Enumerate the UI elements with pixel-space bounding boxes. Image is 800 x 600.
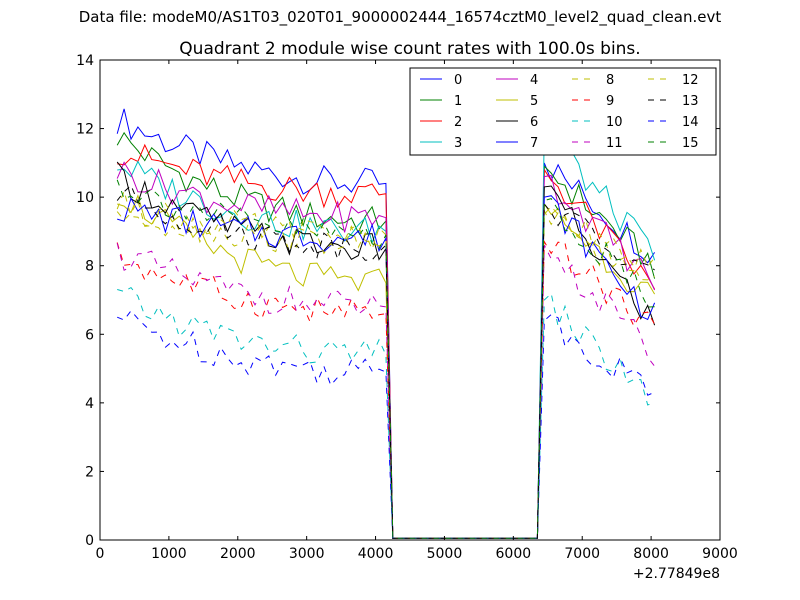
legend-label-8: 8 [606,73,614,88]
legend-label-5: 5 [530,94,538,109]
series-line-2 [117,143,656,539]
legend-label-1: 1 [454,94,462,109]
legend-label-14: 14 [682,115,699,130]
legend-label-3: 3 [454,136,462,151]
series-line-7 [117,195,656,539]
legend-label-13: 13 [682,94,699,109]
legend-label-7: 7 [530,136,538,151]
x-tick-label: 8000 [633,546,669,562]
chart-title: Quadrant 2 module wise count rates with … [179,39,640,59]
series-line-9 [116,239,656,539]
series-line-15 [116,179,655,539]
series-line-4 [116,161,656,539]
series-line-10 [117,286,655,539]
series-line-12 [116,199,655,539]
y-tick-label: 2 [85,464,94,480]
x-tick-label: 6000 [496,546,532,562]
series-line-14 [117,310,655,539]
y-tick-label: 8 [85,259,94,275]
x-offset-label: +2.77849e8 [633,566,720,582]
x-tick-label: 2000 [220,546,256,562]
plot-frame [99,59,721,541]
x-tick-label: 9000 [702,546,738,562]
x-tick-label: 0 [96,546,105,562]
legend-label-10: 10 [606,115,623,130]
legend-label-2: 2 [454,115,462,130]
legend-label-0: 0 [454,73,462,88]
y-tick-label: 10 [76,190,94,206]
x-tick-label: 1000 [151,546,187,562]
y-tick-label: 14 [76,53,94,69]
x-axis: 0 1000 2000 3000 4000 5000 6000 7000 8000 9000 [96,60,738,562]
x-tick-label: 3000 [289,546,325,562]
y-tick-label: 4 [85,396,94,412]
y-tick-label: 6 [85,327,94,343]
series-line-13 [116,184,655,539]
legend-label-12: 12 [682,73,699,88]
legend-label-6: 6 [530,115,538,130]
legend-label-4: 4 [530,73,538,88]
x-tick-label: 5000 [427,546,463,562]
y-tick-label: 0 [85,533,94,549]
x-tick-label: 4000 [358,546,394,562]
series-line-5 [117,194,656,539]
y-tick-label: 12 [76,122,94,138]
series-line-0 [116,108,656,539]
x-tick-label: 7000 [564,546,600,562]
series-line-11 [116,243,655,539]
legend-box [409,67,717,156]
figure-suptitle: Data file: modeM0/AS1T03_020T01_90000024… [78,8,722,26]
plot-area [116,108,656,539]
legend-label-15: 15 [682,136,699,151]
legend-label-9: 9 [606,94,614,109]
legend-label-11: 11 [606,136,623,151]
